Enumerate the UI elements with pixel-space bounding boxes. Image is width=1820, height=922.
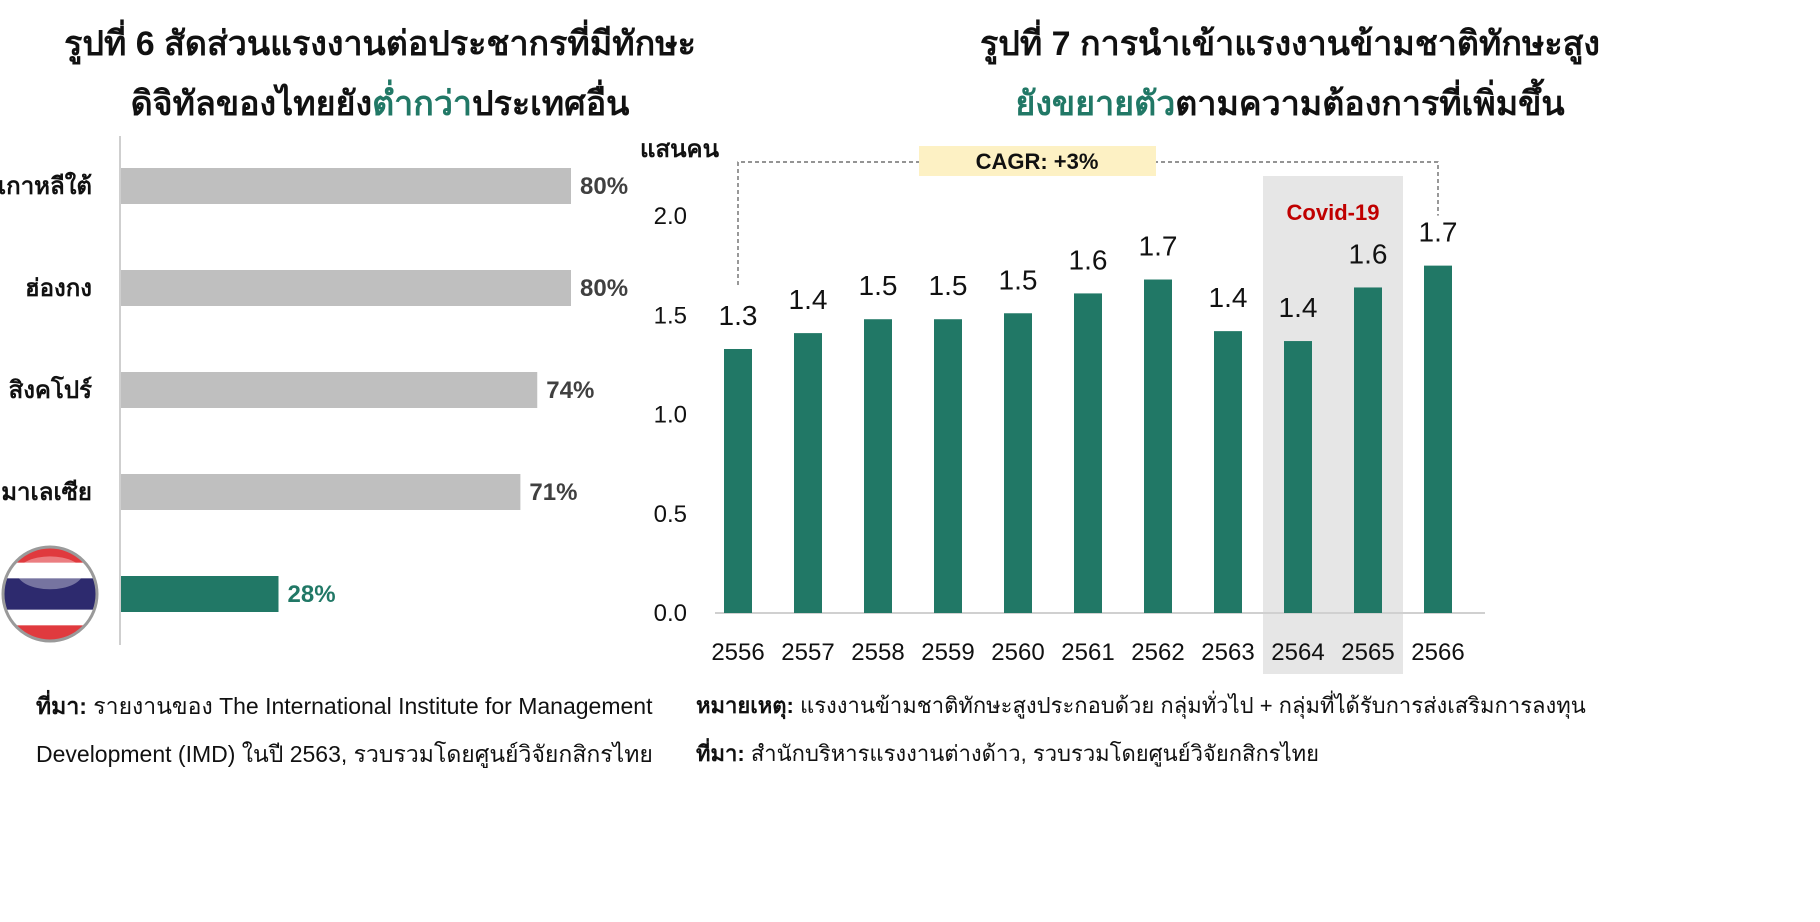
y-tick-label: 1.0: [654, 402, 687, 429]
left-source-line1: รายงานของ The International Institute fo…: [93, 693, 653, 719]
value-label: 71%: [529, 479, 577, 506]
x-tick-label: 2556: [711, 639, 764, 666]
left-chart-title-line2: ดิจิทัลของไทยยังต่ำกว่าประเทศอื่น: [0, 84, 760, 124]
bar-value-label: 1.7: [1419, 217, 1458, 248]
covid-label: Covid-19: [1287, 200, 1380, 225]
left-source-line2: Development (IMD) ในปี 2563, รวบรวมโดยศู…: [36, 741, 653, 767]
right-title-post: ตามความต้องการที่เพิ่มขึ้น: [1175, 85, 1565, 123]
left-chart-title-line1: รูปที่ 6 สัดส่วนแรงงานต่อประชากรที่มีทัก…: [64, 25, 696, 63]
value-label: 80%: [580, 173, 628, 200]
left-title-pre: ดิจิทัลของไทยยัง: [130, 85, 373, 123]
bar-value-label: 1.4: [1209, 282, 1248, 313]
right-remark-text: แรงงานข้ามชาติทักษะสูงประกอบด้วย กลุ่มทั…: [800, 693, 1586, 718]
right-chart-title-line1: รูปที่ 7 การนำเข้าแรงงานข้ามชาติทักษะสูง: [979, 25, 1601, 63]
category-label: สิงคโปร์: [9, 375, 93, 404]
y-tick-label: 0.0: [654, 600, 687, 627]
bar-value-label: 1.6: [1069, 244, 1108, 275]
left-source-note: ที่มา: รายงานของ The International Insti…: [36, 682, 736, 778]
right-remark-label: หมายเหตุ:: [696, 693, 794, 718]
bar: [1354, 287, 1382, 613]
right-source-label: ที่มา:: [696, 741, 745, 766]
bar-value-label: 1.5: [999, 264, 1038, 295]
x-tick-label: 2560: [991, 639, 1044, 666]
y-tick-label: 0.5: [654, 501, 687, 528]
bar-value-label: 1.5: [859, 270, 898, 301]
left-title-highlight: ต่ำกว่า: [372, 85, 473, 123]
bar-value-label: 1.4: [1279, 292, 1318, 323]
bar: [121, 474, 521, 510]
value-label: 28%: [288, 581, 336, 608]
category-label: มาเลเซีย: [1, 478, 92, 506]
bar: [1424, 265, 1452, 613]
value-label: 74%: [546, 377, 594, 404]
cagr-box: [919, 146, 1156, 176]
category-label: เกาหลีใต้: [0, 171, 92, 200]
x-tick-label: 2565: [1341, 639, 1394, 666]
horizontal-bar-chart: 80% เกาหลีใต้ 80% ฮ่องกง 74% สิงคโปร์ 71% มาเลเ…: [0, 136, 628, 645]
left-title-post: ประเทศอื่น: [472, 85, 630, 123]
cagr-label: CAGR: +3%: [976, 149, 1099, 174]
x-tick-label: 2562: [1131, 639, 1184, 666]
bar-value-label: 1.7: [1139, 231, 1178, 262]
x-tick-label: 2561: [1061, 639, 1114, 666]
right-notes: หมายเหตุ: แรงงานข้ามชาติทักษะสูงประกอบด้…: [696, 682, 1816, 778]
value-label: 80%: [580, 275, 628, 302]
bar: [121, 576, 279, 612]
y-tick-label: 1.5: [654, 302, 687, 329]
bar-value-label: 1.4: [789, 284, 828, 315]
x-tick-label: 2559: [921, 639, 974, 666]
bar: [1004, 313, 1032, 613]
bar: [724, 348, 752, 613]
bar: [934, 319, 962, 613]
right-chart-title-line2: ยังขยายตัวตามความต้องการที่เพิ่มขึ้น: [760, 84, 1820, 124]
bar: [121, 168, 571, 204]
bar-value-label: 1.5: [929, 270, 968, 301]
x-tick-label: 2564: [1271, 639, 1324, 666]
x-tick-label: 2557: [781, 639, 834, 666]
vertical-bar-chart: Covid-19 แสนคน 0.0 0.5 1.0 1.5 2.0 CAGR: +3% 1.3…: [640, 136, 1485, 674]
x-tick-label: 2563: [1201, 639, 1254, 666]
bar: [1144, 279, 1172, 613]
bar-value-label: 1.3: [719, 300, 758, 331]
bar: [1284, 341, 1312, 613]
y-axis-title: แสนคน: [640, 136, 720, 163]
bar: [121, 372, 538, 408]
bar: [121, 270, 571, 306]
bar: [1074, 293, 1102, 613]
bar: [864, 319, 892, 613]
right-chart-panel: รูปที่ 7 การนำเข้าแรงงานข้ามชาติทักษะสูง…: [640, 0, 1820, 922]
x-tick-label: 2566: [1411, 639, 1464, 666]
bar: [794, 333, 822, 613]
left-chart-panel: รูปที่ 6 สัดส่วนแรงงานต่อประชากรที่มีทัก…: [0, 0, 760, 922]
right-source-text: สำนักบริหารแรงงานต่างด้าว, รวบรวมโดยศูนย…: [750, 741, 1320, 766]
left-source-label: ที่มา:: [36, 693, 87, 719]
category-label: ฮ่องกง: [25, 274, 92, 302]
x-tick-label: 2558: [851, 639, 904, 666]
bar: [1214, 331, 1242, 613]
right-title-highlight: ยังขยายตัว: [1015, 85, 1176, 123]
y-tick-label: 2.0: [654, 203, 687, 230]
bar-value-label: 1.6: [1349, 238, 1388, 269]
